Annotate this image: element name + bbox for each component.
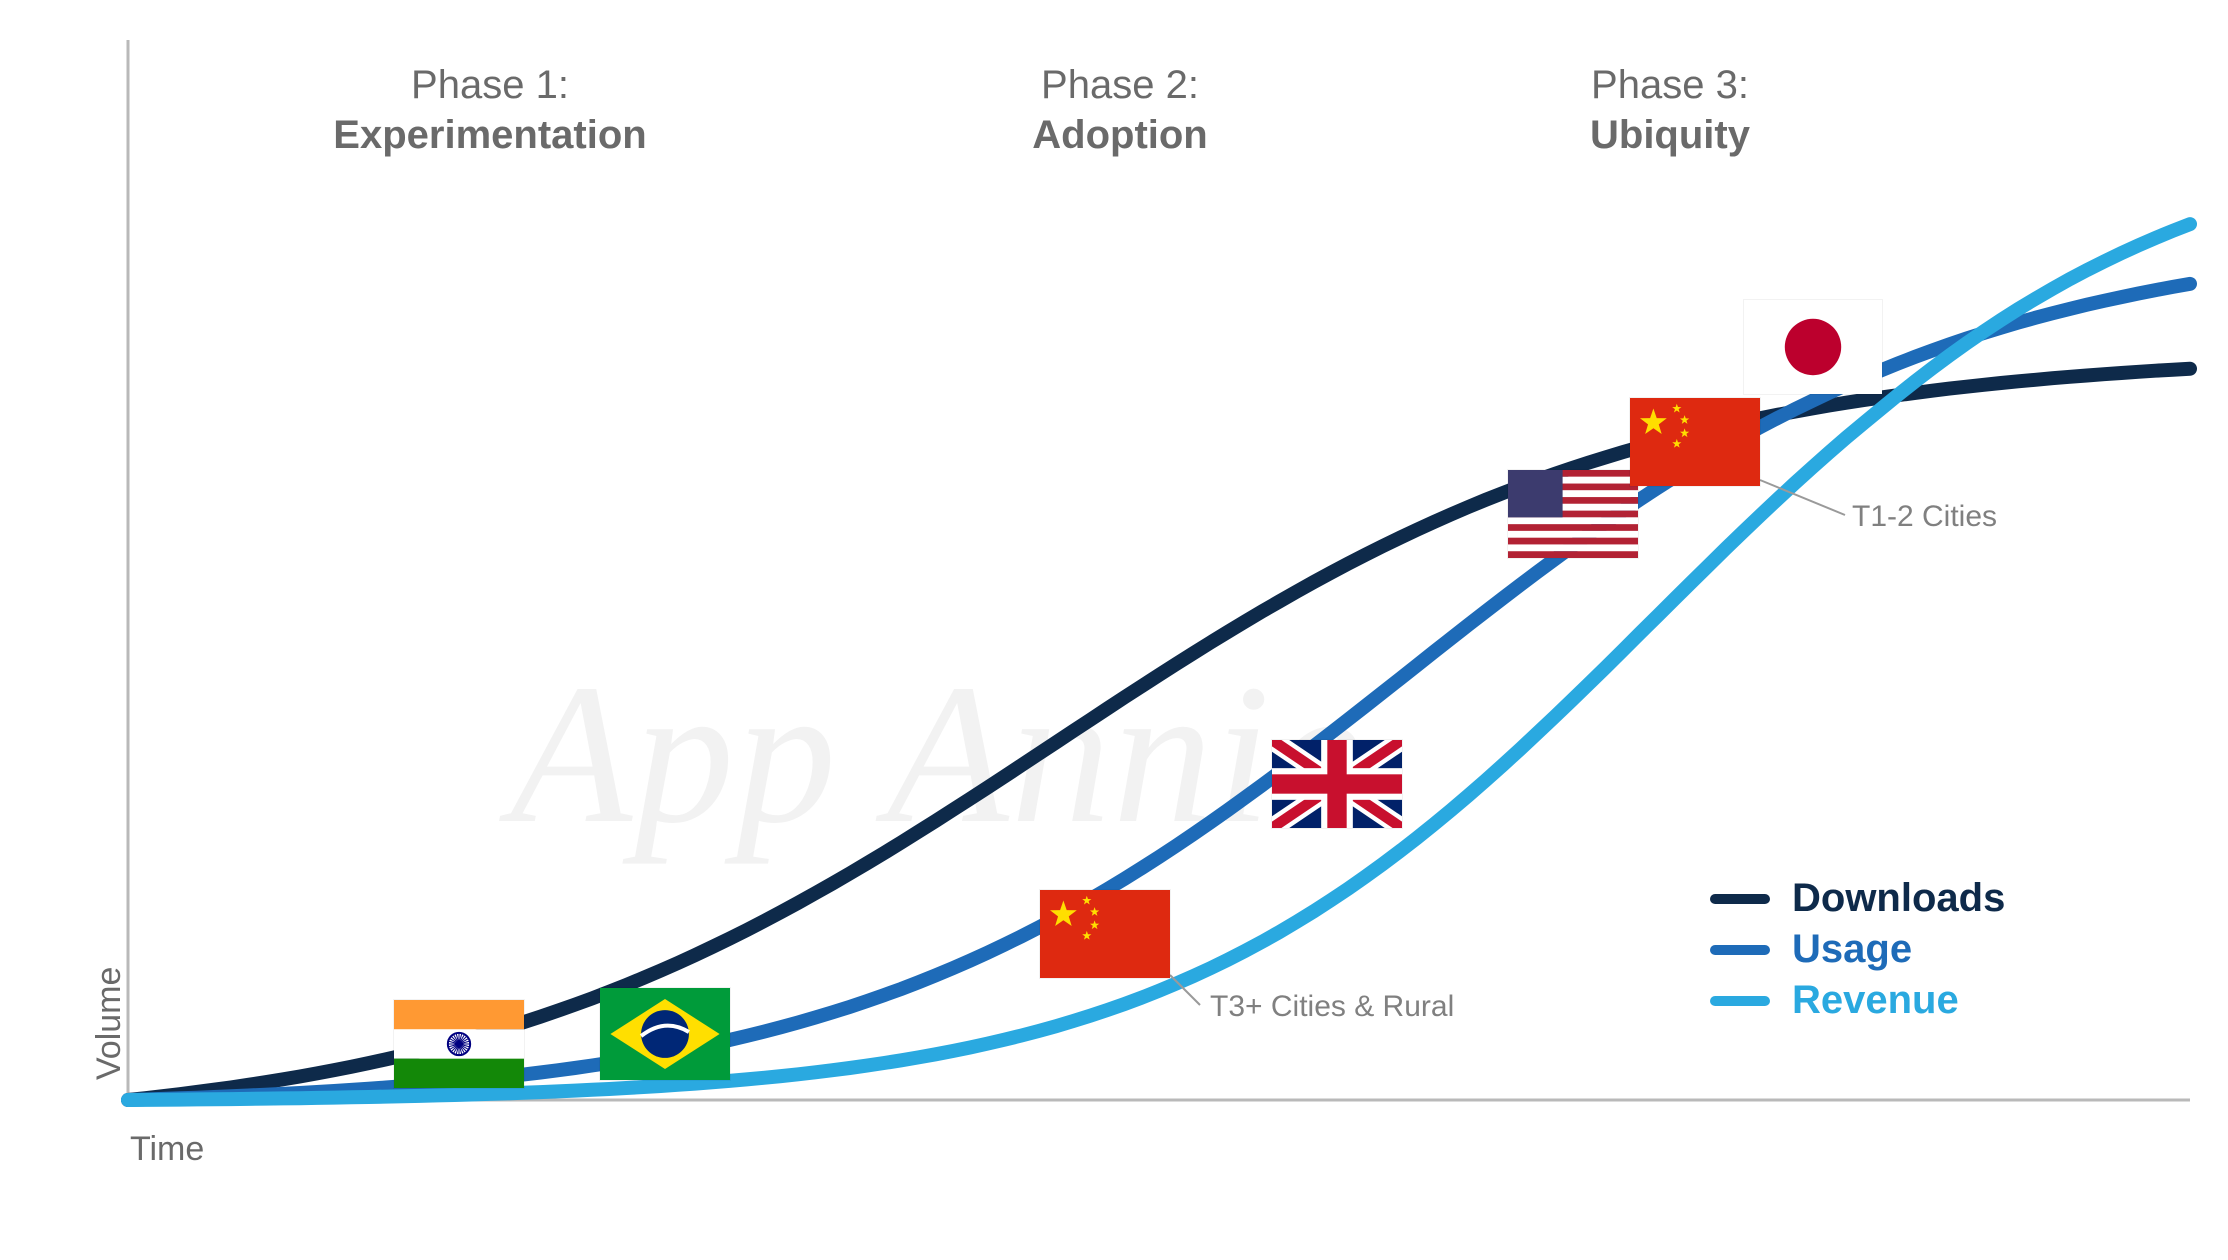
y-axis-label: Volume bbox=[90, 967, 129, 1080]
flag-uk bbox=[1272, 740, 1402, 828]
flag-brazil bbox=[600, 988, 730, 1080]
legend-item-downloads: Downloads bbox=[1710, 876, 2005, 921]
legend-label: Usage bbox=[1792, 927, 1912, 972]
legend-label: Revenue bbox=[1792, 978, 1959, 1023]
flag-usa bbox=[1508, 470, 1638, 558]
flag-china-rural bbox=[1040, 890, 1170, 978]
x-axis-label: Time bbox=[130, 1130, 204, 1169]
flag-india bbox=[394, 1000, 524, 1088]
flag-japan bbox=[1744, 300, 1882, 394]
phase-1-title: Phase 1: Experimentation bbox=[300, 60, 680, 160]
annotation-1: T1-2 Cities bbox=[1852, 500, 1997, 534]
plot-svg bbox=[0, 0, 2228, 1260]
phase-2-title: Phase 2: Adoption bbox=[950, 60, 1290, 160]
chart-stage: App Annie Phase 1: Experimentation Phase… bbox=[0, 0, 2228, 1260]
flag-china-t1 bbox=[1630, 398, 1760, 486]
phase-3-title: Phase 3: Ubiquity bbox=[1520, 60, 1820, 160]
annotation-0: T3+ Cities & Rural bbox=[1210, 990, 1454, 1024]
legend-label: Downloads bbox=[1792, 876, 2005, 921]
legend-swatch bbox=[1710, 996, 1770, 1006]
legend: Downloads Usage Revenue bbox=[1710, 870, 2005, 1029]
legend-item-revenue: Revenue bbox=[1710, 978, 2005, 1023]
legend-swatch bbox=[1710, 945, 1770, 955]
legend-swatch bbox=[1710, 894, 1770, 904]
legend-item-usage: Usage bbox=[1710, 927, 2005, 972]
